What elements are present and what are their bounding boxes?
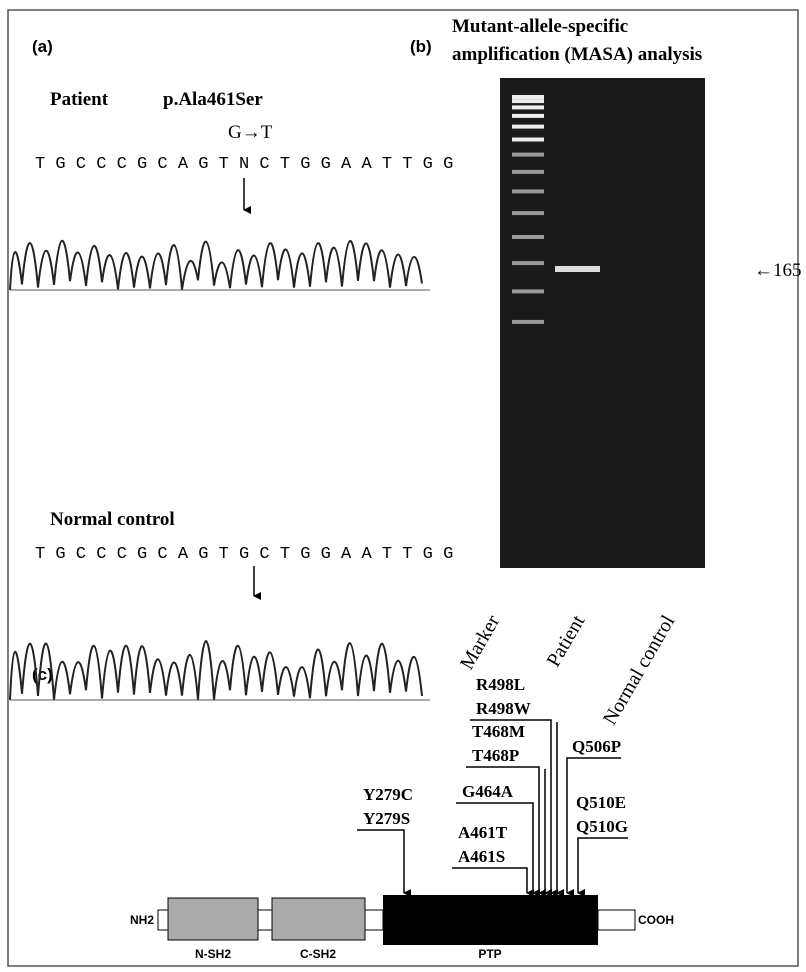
band xyxy=(555,266,600,272)
lane-label: Normal control xyxy=(599,611,680,729)
mutation-label: R498W xyxy=(476,699,531,718)
ladder-band xyxy=(512,170,544,174)
panel-b: (b) Mutant-allele-specific amplification… xyxy=(410,16,806,729)
linker xyxy=(158,910,168,930)
mutation-label: T468M xyxy=(472,722,525,741)
ladder-band xyxy=(512,114,544,118)
band-label: ←165 bp xyxy=(754,260,806,281)
ladder-band xyxy=(512,138,544,142)
sequence: T G C C C G C A G T N C T G G A A T T G … xyxy=(35,155,453,174)
domain-label: PTP xyxy=(478,947,501,961)
mutation-label: Q510E xyxy=(576,793,626,812)
panel-label: (a) xyxy=(32,37,53,56)
pointer xyxy=(452,868,527,893)
patient-title: Patient xyxy=(50,89,109,110)
ladder-band xyxy=(512,261,544,265)
ladder-band xyxy=(512,320,544,324)
domain xyxy=(272,898,365,940)
title: amplification (MASA) analysis xyxy=(452,44,702,65)
ladder-band xyxy=(512,99,544,103)
domain-label: C-SH2 xyxy=(300,947,336,961)
mutation-label: R498L xyxy=(476,675,525,694)
mutation: p.Ala461Ser xyxy=(163,89,263,110)
ladder-band xyxy=(512,289,544,293)
mutation-label: A461S xyxy=(458,847,505,866)
domain xyxy=(383,895,598,945)
lane-label: Patient xyxy=(543,611,590,670)
linker xyxy=(598,910,635,930)
ladder-band xyxy=(512,189,544,193)
ladder-band xyxy=(512,235,544,239)
base-change: G→T xyxy=(228,122,273,143)
ladder-band xyxy=(512,105,544,109)
mutation-label: A461T xyxy=(458,823,508,842)
mutation-label: Q506P xyxy=(572,737,621,756)
panel-label: (b) xyxy=(410,37,432,56)
panel-a: (a) Patient p.Ala461Ser G→T T G C C C G … xyxy=(32,37,453,596)
linker xyxy=(365,910,383,930)
pointer xyxy=(357,830,404,893)
mutation-label: Q510G xyxy=(576,817,628,836)
pointer xyxy=(578,838,628,893)
terminus: NH2 xyxy=(130,913,154,927)
domain xyxy=(168,898,258,940)
ladder-band xyxy=(512,125,544,129)
ladder-band xyxy=(512,95,544,99)
ladder-band xyxy=(512,153,544,157)
sequence: T G C C C G C A G T G C T G G A A T T G … xyxy=(35,545,453,564)
mutation-label: T468P xyxy=(472,746,519,765)
chromatogram xyxy=(10,641,422,700)
linker xyxy=(258,910,272,930)
mutation-label: G464A xyxy=(462,782,514,801)
chromatogram xyxy=(10,241,422,290)
terminus: COOH xyxy=(638,913,674,927)
panel-c: (c) NH2 COOH N-SH2 C-SH2 PTP Y279CY279SG… xyxy=(32,665,674,961)
title: Mutant-allele-specific xyxy=(452,16,628,37)
mutation-label: Y279C xyxy=(363,785,413,804)
lane-label: Marker xyxy=(456,611,505,673)
domain-label: N-SH2 xyxy=(195,947,231,961)
control-title: Normal control xyxy=(50,509,175,530)
mutation-label: Y279S xyxy=(363,809,410,828)
figure: (a) Patient p.Ala461Ser G→T T G C C C G … xyxy=(0,0,806,972)
ladder-band xyxy=(512,211,544,215)
